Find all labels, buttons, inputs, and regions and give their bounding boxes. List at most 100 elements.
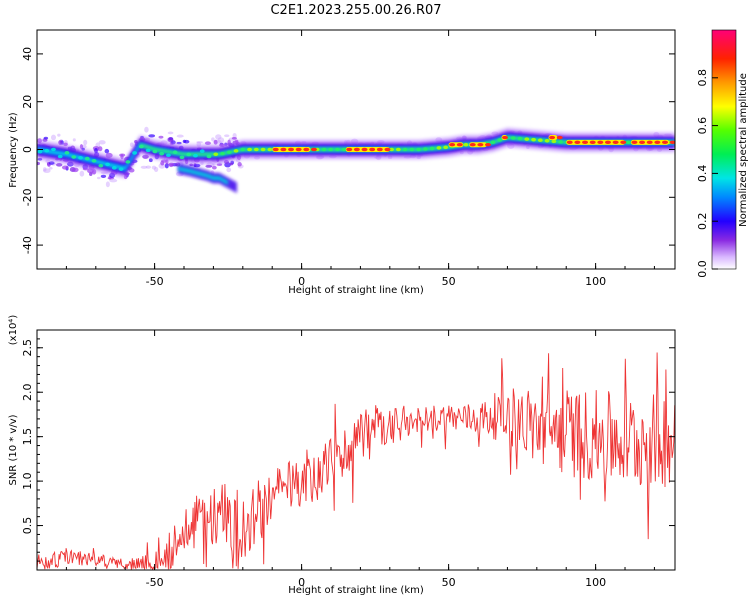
colorbar-tick-label: 0.0: [696, 260, 709, 278]
halo-dot: [211, 137, 215, 142]
scatter-dot: [164, 163, 169, 169]
scatter-dot: [167, 137, 174, 143]
colorbar-gradient: [711, 29, 737, 270]
y-tick-label: 2.0: [21, 383, 34, 401]
scatter-dot: [237, 162, 242, 167]
colorbar-tick-label: 0.2: [696, 212, 709, 230]
x-tick-label: -50: [146, 576, 164, 589]
peak-dot: [582, 140, 589, 145]
halo-dot: [105, 181, 110, 188]
x-tick-label: 0: [298, 576, 305, 589]
peak-segment-halo: [345, 147, 390, 152]
scatter-dot: [158, 135, 164, 139]
scatter-dot: [56, 163, 63, 167]
snr-ticks: -50 0 50 100 0.5 1.0 1.5 2.0 2.5: [21, 330, 675, 589]
snr-ylabel: SNR (10 * v/v): [8, 414, 19, 485]
scatter-dot: [211, 165, 217, 170]
peak-dot: [272, 147, 279, 152]
bright-dot: [517, 136, 523, 141]
halo-dot: [196, 141, 203, 144]
peak-dot: [669, 140, 675, 145]
halo-dot: [144, 126, 149, 133]
bright-dot: [118, 167, 124, 171]
peak-dot: [646, 140, 653, 145]
peak-dot: [295, 147, 302, 152]
bright-dot: [497, 138, 503, 142]
bright-dot: [422, 147, 428, 151]
bright-dot: [253, 147, 259, 152]
halo-dot: [43, 167, 47, 172]
peak-dot: [549, 135, 556, 140]
spectrogram-panel: -50 0 50 100 -40 -20 0 20 40 Height of straight …: [8, 29, 676, 296]
colorbar-label: Normalized spectral amplitude: [738, 73, 749, 227]
bright-dot: [78, 156, 83, 160]
peak-dot: [566, 140, 573, 145]
spectrogram-xlabel: Height of straight line (km): [288, 285, 424, 296]
bright-dot: [321, 147, 327, 152]
halo-dot: [48, 166, 53, 170]
x-tick-label: 100: [585, 576, 606, 589]
halo-dot: [50, 134, 57, 141]
bright-dot: [260, 147, 266, 152]
bright-dot: [132, 151, 138, 155]
y-tick-label: 2.5: [21, 339, 34, 357]
bright-dot: [145, 148, 151, 153]
halo-dot: [83, 139, 88, 146]
scatter-dot: [43, 136, 49, 140]
peak-dot: [449, 143, 456, 147]
bright-dot: [125, 160, 131, 164]
bright-dot: [328, 147, 334, 152]
peak-dot: [589, 140, 596, 145]
peak-dot: [639, 140, 646, 145]
scatter-dot: [183, 139, 190, 144]
scatter-dot: [204, 141, 211, 145]
scatter-dot: [148, 158, 153, 163]
halo-dot: [167, 131, 174, 135]
scatter-dot: [100, 174, 107, 179]
colorbar-ticks: 0.0 0.2 0.4 0.6 0.8: [696, 69, 718, 278]
bright-dot: [395, 147, 401, 152]
y-tick-label: 1.5: [21, 428, 34, 446]
bright-dot: [429, 146, 435, 151]
halo-dot: [79, 170, 85, 177]
bright-dot: [510, 136, 516, 140]
bright-dot: [247, 147, 252, 152]
x-tick-label: 50: [442, 576, 456, 589]
peak-dot: [469, 143, 476, 147]
colorbar-tick-label: 0.8: [696, 69, 709, 87]
scatter-dot: [168, 163, 174, 168]
bright-dot: [220, 151, 225, 156]
scatter-dot: [148, 134, 156, 138]
peak-dot: [376, 147, 383, 152]
peak-dot: [485, 143, 492, 147]
halo-dot: [96, 176, 101, 180]
halo-dot: [224, 134, 230, 138]
y-tick-label: 0: [21, 146, 34, 153]
bright-dot: [105, 162, 110, 167]
peak-dot: [612, 140, 619, 145]
peak-dot: [353, 147, 360, 152]
bright-dot: [558, 140, 564, 144]
x-tick-label: 100: [585, 275, 606, 288]
halo-dot: [232, 133, 237, 139]
halo-dot: [153, 166, 159, 173]
halo-dot: [217, 137, 225, 144]
y-tick-label: 20: [21, 95, 34, 109]
scatter-dot: [98, 146, 103, 152]
bright-dot: [71, 155, 77, 159]
y-tick-label: 40: [21, 47, 34, 61]
bright-dot: [436, 146, 442, 150]
bright-dot: [537, 138, 543, 143]
bright-dot: [172, 150, 178, 155]
bright-dot: [152, 149, 158, 154]
halo-dot: [57, 133, 61, 137]
bright-dot: [84, 156, 90, 161]
scatter-dot: [205, 164, 213, 168]
peak-dot: [369, 147, 376, 152]
bright-dot: [111, 166, 117, 170]
peak-dot: [477, 143, 484, 147]
bright-dot: [159, 151, 165, 156]
bright-dot: [98, 163, 104, 168]
bright-dot: [267, 147, 273, 152]
